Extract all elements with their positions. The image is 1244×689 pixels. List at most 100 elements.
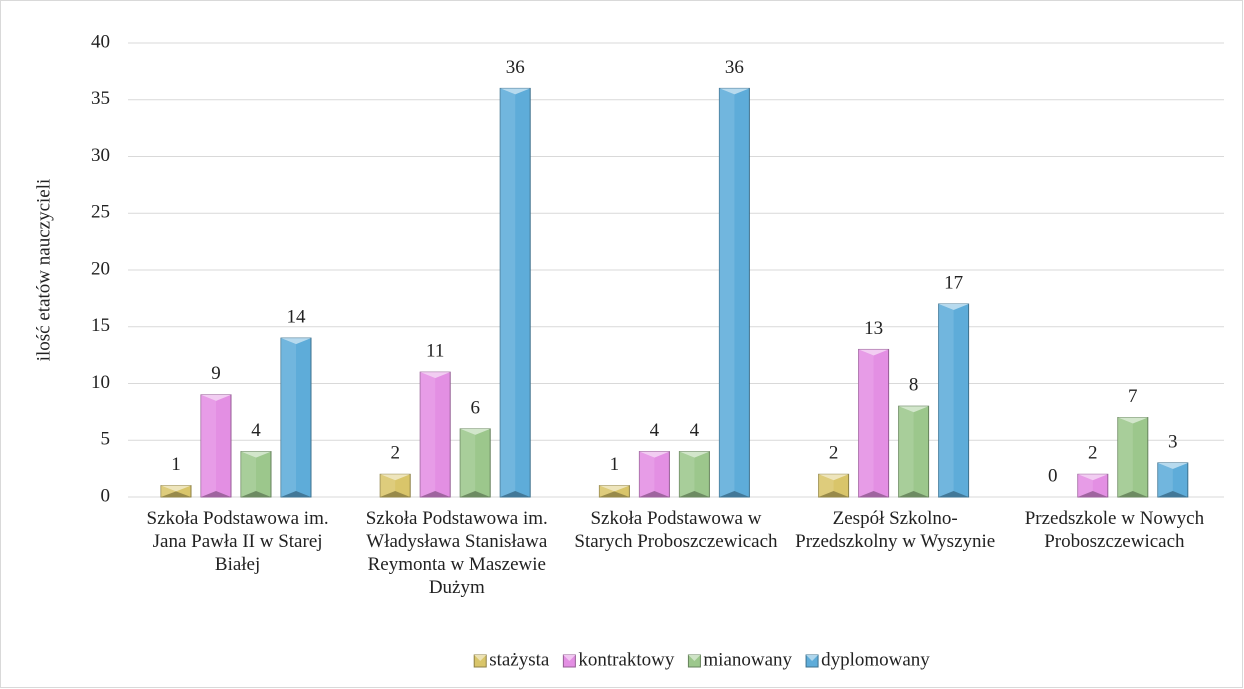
bar-bevel-top <box>898 406 929 413</box>
bar-bevel-bottom <box>1157 491 1188 497</box>
value-label: 1 <box>171 454 181 475</box>
x-tick-label: Przedszkole w Nowych Proboszczewicach <box>1024 508 1205 552</box>
bar-bevel-bottom <box>599 491 630 497</box>
value-label: 6 <box>470 397 480 418</box>
value-label: 17 <box>944 272 963 293</box>
bar-bevel-top <box>938 304 969 311</box>
bar-bevel-left <box>161 485 176 497</box>
bar-bevel-top <box>599 485 630 492</box>
bar-bevel-top <box>241 451 271 458</box>
bar-bevel-left <box>858 349 874 497</box>
bar-bevel-bottom <box>500 491 531 497</box>
legend-swatch-bevel <box>474 655 487 661</box>
value-label: 2 <box>390 443 400 464</box>
bar-bevel-bottom <box>380 491 411 497</box>
bar-bevel-bottom <box>639 491 670 497</box>
value-label: 4 <box>650 420 660 441</box>
legend-label: kontraktowy <box>578 649 675 670</box>
x-tick-label-box: Szkoła Podstawowa im. Władysława Stanisł… <box>365 508 548 598</box>
x-tick-label: Szkoła Podstawowa im. Władysława Stanisł… <box>365 508 548 598</box>
bar-bevel-left <box>420 372 436 497</box>
bar-bevel-top <box>201 394 231 401</box>
bar-bevel-top <box>161 485 191 492</box>
bar-bevel-bottom <box>679 491 710 497</box>
bar-bevel-bottom <box>719 491 750 497</box>
bar-bevel-top <box>380 474 411 481</box>
y-tick-label: 35 <box>91 88 110 109</box>
bar-bevel-top <box>281 338 311 345</box>
bar-bevel-left <box>380 474 396 497</box>
bar-bevel-left <box>938 304 954 497</box>
bar-bevel-left <box>500 88 516 498</box>
bar-bevel-bottom <box>938 491 969 497</box>
legend-label: dyplomowany <box>821 649 930 670</box>
legend-swatch-bevel <box>806 655 819 661</box>
bar-bevel-top <box>1157 462 1188 469</box>
value-label: 13 <box>864 318 883 339</box>
bar-bevel-top <box>1117 417 1148 424</box>
bar-bevel-left <box>1117 417 1133 497</box>
x-tick-label-box: Szkoła Podstawowa w Starych Proboszczewi… <box>574 508 778 552</box>
y-tick-label: 0 <box>101 485 111 506</box>
value-label: 14 <box>287 306 307 327</box>
bar-bevel-top <box>1077 474 1108 481</box>
bar-bevel-top <box>639 451 670 458</box>
y-tick-label: 20 <box>91 258 110 279</box>
bar-bevel-left <box>460 428 476 497</box>
bar-bevel-top <box>460 428 491 435</box>
y-tick-label: 15 <box>91 315 110 336</box>
bar-bevel-left <box>679 451 695 497</box>
bar-bevel-bottom <box>460 491 491 497</box>
value-label: 4 <box>690 420 700 441</box>
y-axis-title: ilość etatów nauczycieli <box>33 179 54 362</box>
y-tick-label: 30 <box>91 145 110 166</box>
bar-bevel-top <box>420 372 451 379</box>
bar-bevel-top <box>679 451 710 458</box>
bar-bevel-left <box>719 88 735 498</box>
value-label: 4 <box>251 420 261 441</box>
bar-bevel-bottom <box>1117 491 1148 497</box>
x-tick-label-box: Przedszkole w Nowych Proboszczewicach <box>1024 508 1205 552</box>
bar-bevel-left <box>898 406 914 497</box>
bar-bevel-left <box>639 451 655 497</box>
bar-bevel-left <box>818 474 834 497</box>
value-label: 3 <box>1168 431 1178 452</box>
bar-bevel-top <box>818 474 849 481</box>
bar-bevel-bottom <box>241 491 271 497</box>
bar-bevel-top <box>858 349 889 356</box>
value-label: 1 <box>610 454 620 475</box>
bar-bevel-bottom <box>420 491 451 497</box>
legend-swatch-bevel <box>688 655 701 661</box>
bar-bevel-top <box>719 88 750 95</box>
value-label: 2 <box>829 443 839 464</box>
value-label: 36 <box>725 57 744 78</box>
bar-bevel-left <box>1157 462 1173 497</box>
y-tick-label: 40 <box>91 31 110 52</box>
x-tick-label: Szkoła Podstawowa im. Jana Pawła II w St… <box>146 508 329 575</box>
bar-bevel-bottom <box>161 491 191 497</box>
bar-bevel-bottom <box>201 491 231 497</box>
bar-bevel-left <box>241 451 256 497</box>
x-tick-label-box: Szkoła Podstawowa im. Jana Pawła II w St… <box>146 508 329 575</box>
legend: stażysta kontraktowy mianowany dyplomowany <box>473 649 930 670</box>
x-tick-label: Szkoła Podstawowa w Starych Proboszczewi… <box>574 508 778 552</box>
bar-bevel-left <box>201 394 216 497</box>
y-tick-label: 5 <box>101 429 111 450</box>
bar-bevel-left <box>281 338 296 497</box>
x-tick-label-box: Zespół Szkolno-Przedszkolny w Wyszynie <box>795 508 996 552</box>
bar-bevel-bottom <box>858 491 889 497</box>
value-label: 2 <box>1088 443 1098 464</box>
bar-bevel-left <box>599 485 615 497</box>
bar-bevel-bottom <box>818 491 849 497</box>
bar-bevel-top <box>500 88 531 95</box>
x-tick-label: Zespół Szkolno-Przedszkolny w Wyszynie <box>795 508 996 552</box>
value-label: 9 <box>211 363 221 384</box>
value-label: 36 <box>506 57 525 78</box>
value-label: 7 <box>1128 386 1138 407</box>
legend-swatch-bevel <box>563 655 576 661</box>
y-tick-label: 25 <box>91 202 110 223</box>
bar-bevel-bottom <box>898 491 929 497</box>
value-label: 0 <box>1048 465 1058 486</box>
